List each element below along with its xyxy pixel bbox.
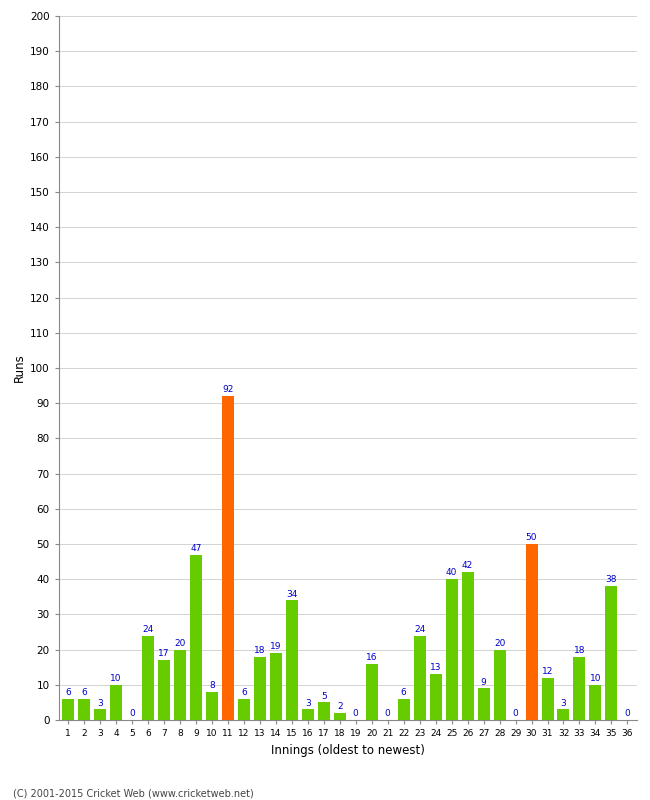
X-axis label: Innings (oldest to newest): Innings (oldest to newest) [271,743,424,757]
Bar [142,635,154,720]
Bar [413,635,426,720]
Text: 5: 5 [321,692,327,701]
Bar [558,710,569,720]
Bar [541,678,554,720]
Bar [94,710,106,720]
Text: 10: 10 [111,674,122,683]
Text: 9: 9 [481,678,486,686]
Bar [493,650,506,720]
Text: 92: 92 [222,386,233,394]
Bar [590,685,601,720]
Text: 16: 16 [366,653,378,662]
Bar [398,699,410,720]
Text: 2: 2 [337,702,343,711]
Text: 8: 8 [209,681,215,690]
Text: 34: 34 [286,590,298,598]
Bar [174,650,186,720]
Text: 42: 42 [462,562,473,570]
Text: 3: 3 [305,698,311,708]
Bar [206,692,218,720]
Y-axis label: Runs: Runs [12,354,25,382]
Bar [62,699,74,720]
Bar [366,664,378,720]
Text: 17: 17 [158,650,170,658]
Text: 10: 10 [590,674,601,683]
Text: 47: 47 [190,544,202,553]
Text: 0: 0 [129,710,135,718]
Bar [446,579,458,720]
Text: 19: 19 [270,642,281,651]
Text: 13: 13 [430,663,441,673]
Bar [318,702,330,720]
Text: (C) 2001-2015 Cricket Web (www.cricketweb.net): (C) 2001-2015 Cricket Web (www.cricketwe… [13,788,254,798]
Text: 50: 50 [526,534,538,542]
Text: 38: 38 [606,575,618,585]
Text: 0: 0 [353,710,359,718]
Bar [430,674,441,720]
Bar [573,657,586,720]
Text: 0: 0 [513,710,519,718]
Bar [238,699,250,720]
Text: 18: 18 [254,646,266,655]
Text: 20: 20 [174,639,186,648]
Bar [333,713,346,720]
Bar [254,657,266,720]
Text: 3: 3 [560,698,566,708]
Bar [462,572,474,720]
Text: 6: 6 [65,688,71,697]
Text: 12: 12 [542,667,553,676]
Text: 6: 6 [241,688,247,697]
Bar [78,699,90,720]
Text: 40: 40 [446,569,458,578]
Bar [222,396,234,720]
Text: 18: 18 [574,646,585,655]
Bar [190,554,202,720]
Text: 6: 6 [81,688,87,697]
Bar [158,660,170,720]
Bar [478,688,489,720]
Text: 0: 0 [385,710,391,718]
Text: 20: 20 [494,639,505,648]
Text: 6: 6 [401,688,406,697]
Text: 3: 3 [97,698,103,708]
Bar [286,600,298,720]
Text: 24: 24 [414,625,425,634]
Bar [605,586,617,720]
Bar [270,653,282,720]
Bar [302,710,314,720]
Text: 0: 0 [625,710,630,718]
Bar [526,544,538,720]
Text: 24: 24 [142,625,153,634]
Bar [110,685,122,720]
